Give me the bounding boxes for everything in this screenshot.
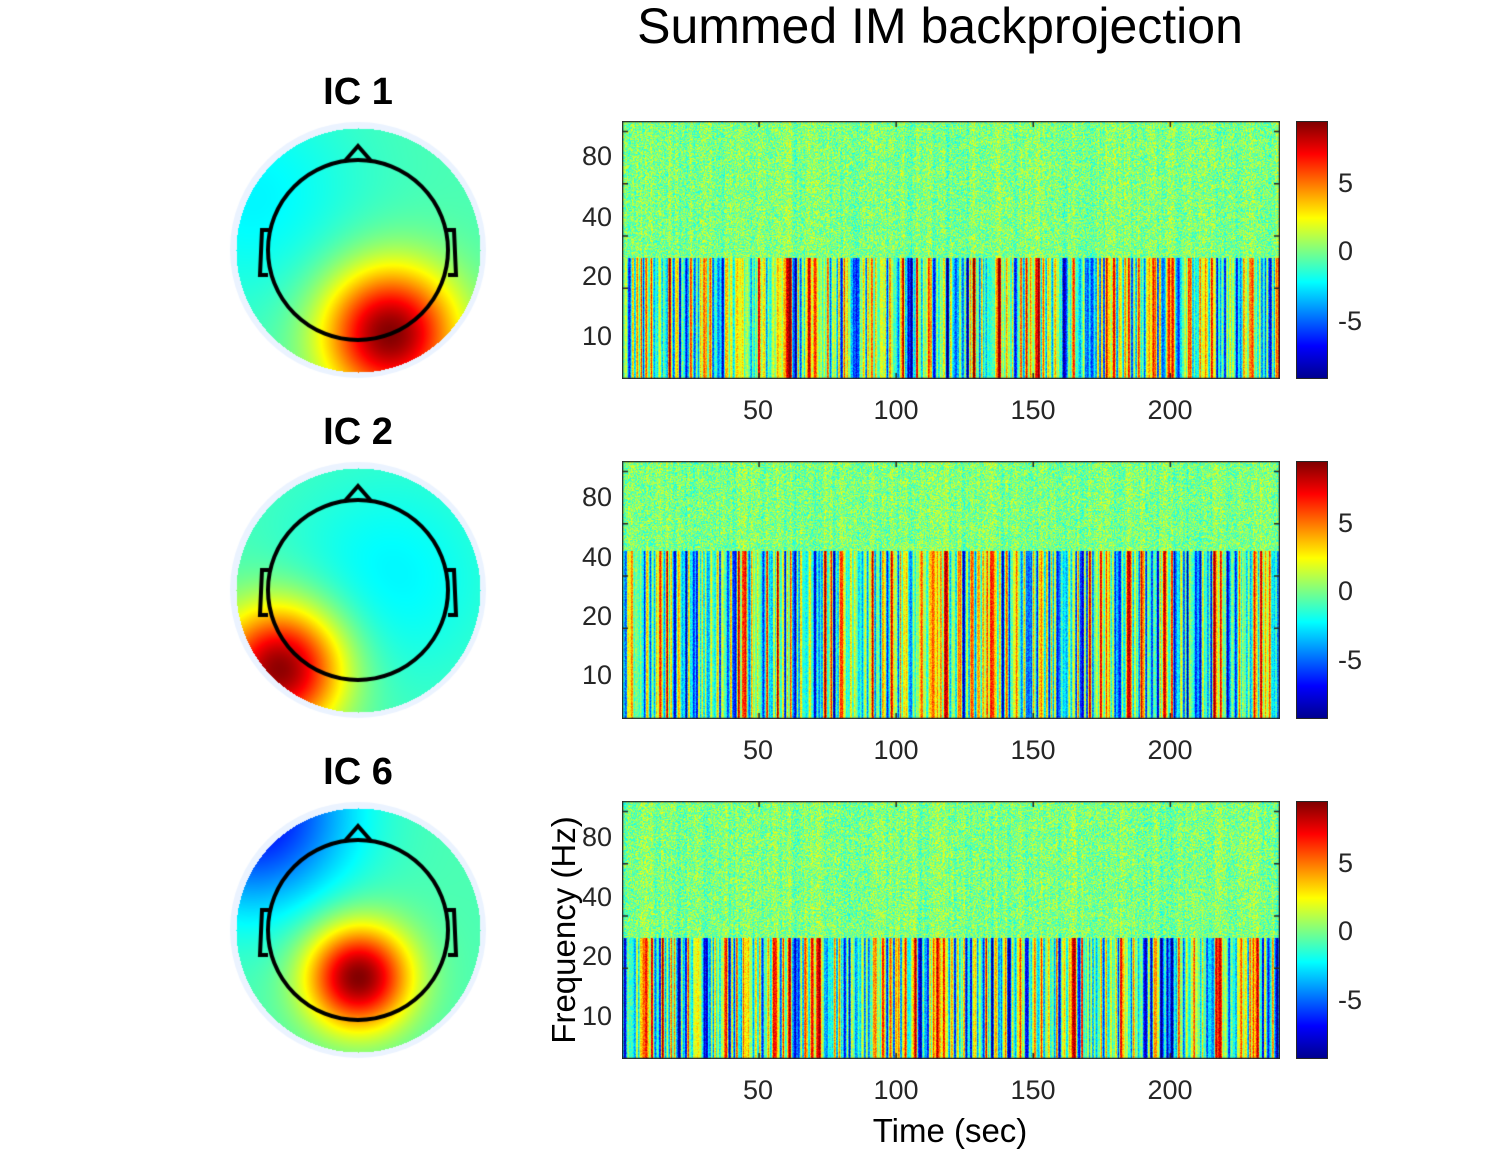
x-axis-label: Time (sec) [872,1112,1028,1149]
ytick-label: 40 [581,882,612,912]
ytick-label: 20 [581,601,612,631]
xtick-label: 100 [873,1075,919,1105]
colorbar-tick-label: -5 [1338,985,1363,1015]
spectrogram-ic1 [622,121,1280,379]
ic-title-2: IC 2 [323,411,393,453]
ytick-label: 80 [581,482,612,512]
colorbar-tick-label: -5 [1338,645,1363,675]
colorbar-ic2 [1296,461,1328,719]
ytick-label: 10 [581,1001,612,1031]
colorbar-tick-label: 5 [1338,848,1354,878]
ytick-label: 10 [581,660,612,690]
ic-title-6: IC 6 [323,751,393,793]
ytick-label: 40 [581,202,612,232]
xtick-label: 200 [1147,1075,1193,1105]
topomap-ic6 [228,800,488,1060]
colorbar-tick-label: -5 [1338,306,1363,336]
figure-title: Summed IM backprojection [637,0,1243,54]
colorbar-tick-label: 0 [1338,916,1354,946]
ytick-label: 20 [581,941,612,971]
topomap-ic1 [228,120,488,380]
xtick-label: 100 [873,395,919,425]
xtick-label: 150 [1010,735,1056,765]
spectrogram-ic2 [622,461,1280,719]
y-axis-label: Frequency (Hz) [545,816,582,1044]
xtick-label: 200 [1147,735,1193,765]
colorbar-tick-label: 0 [1338,236,1354,266]
colorbar-ic6 [1296,801,1328,1059]
xtick-label: 150 [1010,1075,1056,1105]
xtick-label: 50 [742,1075,774,1105]
xtick-label: 100 [873,735,919,765]
xtick-label: 50 [742,735,774,765]
xtick-label: 50 [742,395,774,425]
ytick-label: 40 [581,542,612,572]
ytick-label: 20 [581,261,612,291]
ytick-label: 80 [581,822,612,852]
colorbar-tick-label: 5 [1338,508,1354,538]
colorbar-tick-label: 5 [1338,168,1354,198]
spectrogram-ic6 [622,801,1280,1059]
colorbar-tick-label: 0 [1338,576,1354,606]
ytick-label: 10 [581,321,612,351]
ic-title-1: IC 1 [323,71,393,113]
ytick-label: 80 [581,141,612,171]
topomap-ic2 [228,460,488,720]
xtick-label: 150 [1010,395,1056,425]
xtick-label: 200 [1147,395,1193,425]
colorbar-ic1 [1296,121,1328,379]
